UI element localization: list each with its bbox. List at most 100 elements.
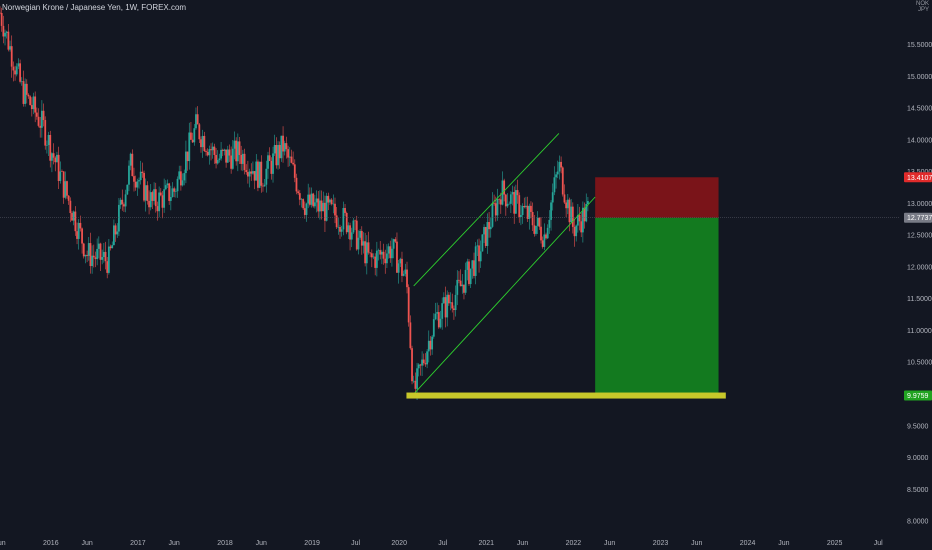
candle-body [241,153,244,164]
candle-body [84,254,87,257]
candle-body [327,195,330,203]
candle-body [546,227,549,239]
candle-body [555,174,557,178]
price-tick-label: 14.0000 [907,137,932,144]
candle-body [134,181,137,188]
candle-body [230,155,233,169]
candle-body [19,63,21,82]
price-tick-label: 13.0000 [907,201,932,208]
candle-body [389,246,392,259]
candle-body [171,188,174,197]
candle-body [476,245,479,247]
candle-body [262,185,264,187]
stop-zone [595,177,719,218]
candle-body [280,135,283,159]
candle-body [211,146,214,151]
candle-body [300,199,303,200]
price-axis[interactable]: 8.0000 8.5000 9.0000 9.5000 10.5000 11.0000 11… [907,42,932,526]
candle-body [143,173,145,201]
candle-body [334,203,336,216]
candle-body [124,194,127,207]
candle-body [186,151,189,162]
candle-body [191,139,194,143]
candle-body [533,225,536,234]
candle-body [272,153,274,174]
candle-body [513,192,516,214]
candle-body [118,204,120,232]
candle-body [82,243,85,257]
candle-body [541,240,544,247]
candle-body [449,302,452,304]
candle-body [168,183,171,201]
candle-body [479,251,482,262]
time-tick-label: 2025 [827,540,843,547]
channel-lower-line[interactable] [413,196,596,395]
candle-body [469,268,472,285]
candle-body [71,213,73,221]
candle-body [34,96,37,113]
candle-body [288,156,291,158]
time-tick-label: 2018 [217,540,233,547]
candle-body [236,141,239,162]
channel-upper-line[interactable] [413,133,560,287]
candle-body [169,196,172,201]
candle-body [292,162,295,165]
candle-body [525,205,527,208]
candle-body [267,155,269,169]
candle-body [282,135,284,152]
candle-body [263,184,266,187]
candle-body [434,313,437,320]
candle-body [273,144,276,154]
candle-body [365,242,368,264]
candle-body [473,260,475,276]
candle-body [494,203,497,216]
candle-body [489,226,492,230]
support-line[interactable] [406,392,726,399]
candle-body [486,222,489,246]
price-tick-label: 8.5000 [907,487,929,494]
candle-body [382,251,385,259]
candle-body [468,261,470,285]
candle-body [319,200,321,212]
candle-body [463,284,465,293]
candle-body [553,177,556,193]
candle-body [471,260,474,269]
price-tick-label: 9.0000 [907,455,929,462]
candle-body [128,165,130,185]
candle-body [94,257,97,260]
time-axis[interactable]: Jun 2016 Jun 2017 Jun 2018 Jun 2019 Jul 2020 Jul 20… [0,540,883,547]
candle-body [275,144,278,166]
candle-body [154,189,157,207]
candle-body [270,160,273,174]
time-tick-label: Jun [604,540,615,547]
candle-body [198,124,201,140]
candle-body [146,185,149,201]
candle-body [22,81,25,104]
candle-body [458,279,460,281]
candle-body [377,250,380,251]
candle-body [427,340,430,352]
candle-body [99,243,102,260]
candle-body [573,226,576,237]
price-tick-label: 11.5000 [907,296,932,303]
candle-body [444,297,447,318]
candle-body [488,222,490,230]
time-tick-label: Jul [351,540,360,547]
candle-body [76,231,78,239]
candle-body [45,145,48,146]
candle-body [337,227,340,228]
candle-body [474,246,477,276]
candle-body [121,199,124,205]
candle-body [308,194,311,205]
candle-body [213,146,216,155]
candle-body [451,302,454,309]
candle-body [233,140,236,149]
candle-body [208,149,211,156]
candle-body [498,199,501,200]
candle-body [307,194,310,204]
candle-body [543,234,546,247]
candle-body [176,178,179,192]
candle-body [119,199,122,205]
